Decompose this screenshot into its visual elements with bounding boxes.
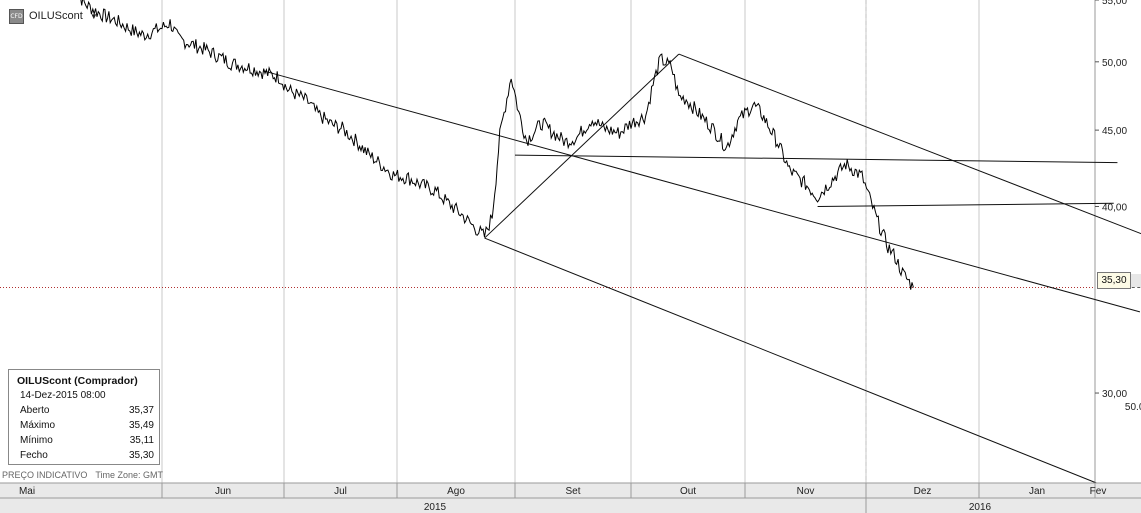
info-label: Aberto <box>20 405 50 416</box>
y-tick-label: 40,00 <box>1102 203 1127 214</box>
ohlc-info-box: OILUScont (Comprador) 14-Dez-2015 08:00 … <box>8 369 160 465</box>
indicative-price-note: PREÇO INDICATIVO <box>2 470 88 480</box>
x-month-label: Set <box>565 486 580 497</box>
y-tick-label: 50,00 <box>1102 58 1127 69</box>
x-month-label: Mai <box>19 486 35 497</box>
timezone-note: Time Zone: GMT <box>95 470 164 480</box>
trendline <box>514 154 1118 164</box>
x-month-label: Dez <box>914 486 932 497</box>
x-month-label: Out <box>680 486 696 497</box>
info-value: 35,30 <box>128 450 154 461</box>
trendline <box>484 237 1129 497</box>
info-row-low: Mínimo 35,11 <box>20 435 154 446</box>
trendline <box>678 53 1141 235</box>
x-month-label: Jul <box>334 486 347 497</box>
footer-note: PREÇO INDICATIVO Time Zone: GMT <box>2 470 163 480</box>
price-tag-edge <box>1131 274 1141 287</box>
info-row-high: Máximo 35,49 <box>20 420 154 431</box>
info-row-open: Aberto 35,37 <box>20 405 154 416</box>
trendline <box>263 70 1141 313</box>
trendline <box>817 202 1114 207</box>
x-year-label: 2016 <box>969 502 992 513</box>
info-value: 35,49 <box>128 420 154 431</box>
symbol-selector[interactable]: CFD OILUScont ▼ <box>9 7 98 25</box>
current-price-tag: 35,30 <box>1097 272 1131 289</box>
symbol-label: OILUScont <box>29 10 83 22</box>
x-month-label: Ago <box>447 486 465 497</box>
x-month-label: Fev <box>1090 486 1107 497</box>
info-title: OILUScont (Comprador) <box>17 375 138 387</box>
y-tick-label: 55,00 <box>1102 0 1127 7</box>
y-tick-label: 30,00 <box>1102 389 1127 400</box>
x-month-label: Jun <box>215 486 231 497</box>
trendline <box>484 53 680 239</box>
info-row-close: Fecho 35,30 <box>20 450 154 461</box>
info-label: Máximo <box>20 420 56 431</box>
x-month-label: Jan <box>1029 486 1045 497</box>
x-year-label: 2015 <box>424 502 447 513</box>
y-axis-panel <box>1095 0 1141 483</box>
x-axis-month-band <box>0 483 1141 498</box>
x-axis-year-band <box>0 498 1141 513</box>
chevron-down-icon[interactable]: ▼ <box>89 11 98 21</box>
cfd-logo-icon: CFD <box>9 8 24 24</box>
info-date: 14-Dez-2015 08:00 <box>20 390 106 401</box>
y-tick-label: 45,00 <box>1102 126 1127 137</box>
fib-level-label: 50.00 <box>1125 402 1141 413</box>
info-label: Fecho <box>20 450 48 461</box>
info-value: 35,11 <box>129 435 154 446</box>
info-value: 35,37 <box>128 405 154 416</box>
x-month-label: Nov <box>797 486 815 497</box>
price-series-line <box>80 0 914 290</box>
info-label: Mínimo <box>20 435 53 446</box>
